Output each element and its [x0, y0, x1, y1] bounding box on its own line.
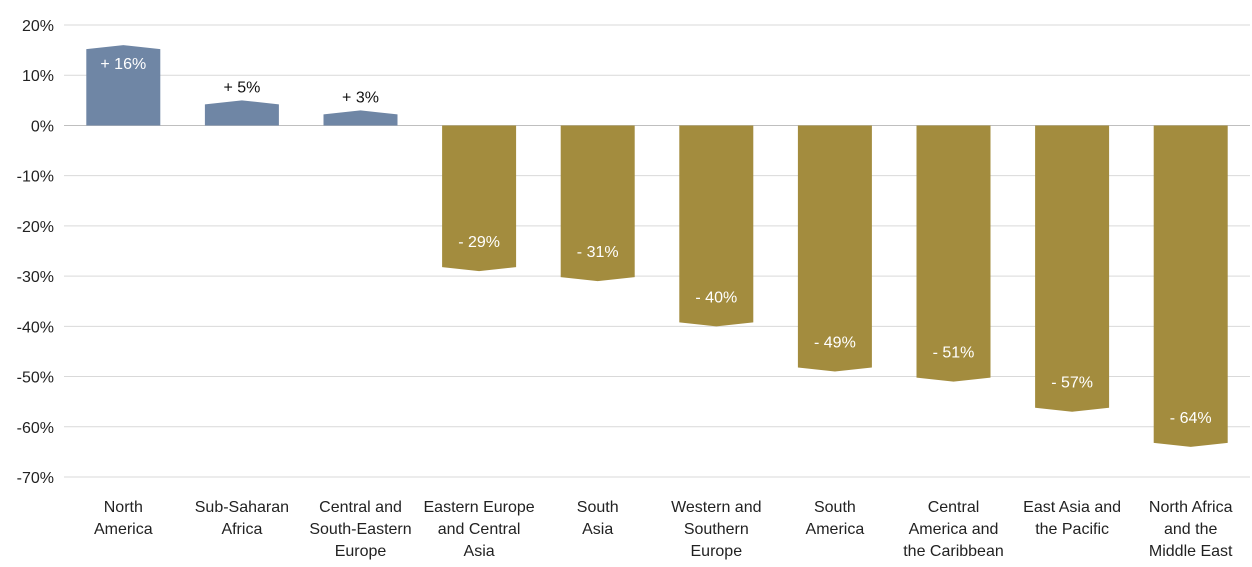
data-label: - 51% [933, 345, 975, 362]
bar-1 [204, 100, 279, 126]
data-label: - 31% [577, 244, 619, 261]
data-label: + 3% [342, 89, 379, 106]
y-tick-label: -40% [17, 319, 54, 336]
y-tick-label: -60% [17, 420, 54, 437]
x-tick-label: Central and South-Eastern Europe [309, 499, 411, 560]
bar-8 [1035, 125, 1110, 412]
x-tick-label: East Asia and the Pacific [1023, 499, 1121, 538]
x-tick-label: South America [806, 499, 865, 538]
data-label: - 49% [814, 335, 856, 352]
y-tick-label: 10% [22, 68, 54, 85]
data-label: - 57% [1051, 375, 1093, 392]
bar-9 [1153, 125, 1228, 447]
data-label: + 5% [223, 79, 260, 96]
x-tick-label: South Asia [577, 499, 619, 538]
x-tick-label: North Africa and the Middle East [1149, 499, 1233, 560]
bar-6 [797, 125, 872, 372]
data-label: - 29% [458, 234, 500, 251]
bar-5 [679, 125, 754, 327]
y-tick-label: -70% [17, 470, 54, 487]
bar-7 [916, 125, 991, 382]
y-tick-label: -20% [17, 219, 54, 236]
y-tick-label: 0% [31, 118, 54, 135]
data-label: + 16% [100, 56, 146, 73]
x-tick-label: North America [94, 499, 153, 538]
x-tick-label: Western and Southern Europe [671, 499, 761, 560]
x-tick-label: Eastern Europe and Central Asia [424, 499, 535, 560]
bar-2 [323, 110, 398, 126]
x-tick-label: Central America and the Caribbean [903, 499, 1004, 560]
y-tick-label: 20% [22, 18, 54, 35]
bar-4 [560, 125, 635, 282]
bar-3 [442, 125, 517, 272]
x-axis: North America Sub-Saharan Africa Central and… [94, 499, 1233, 560]
bars: + 16% + 5% + 3% - 29% - 31% - 40% - 49% - 51% - … [86, 45, 1228, 447]
y-axis: 20% 10% 0% -10% -20% -30% -40% -50% -60% -70% [17, 18, 54, 487]
y-tick-label: -10% [17, 169, 54, 186]
y-tick-label: -50% [17, 370, 54, 387]
y-tick-label: -30% [17, 269, 54, 286]
bar-0 [86, 45, 161, 126]
data-label: - 40% [695, 289, 737, 306]
x-tick-label: Sub-Saharan Africa [195, 499, 289, 538]
data-label: - 64% [1170, 410, 1212, 427]
